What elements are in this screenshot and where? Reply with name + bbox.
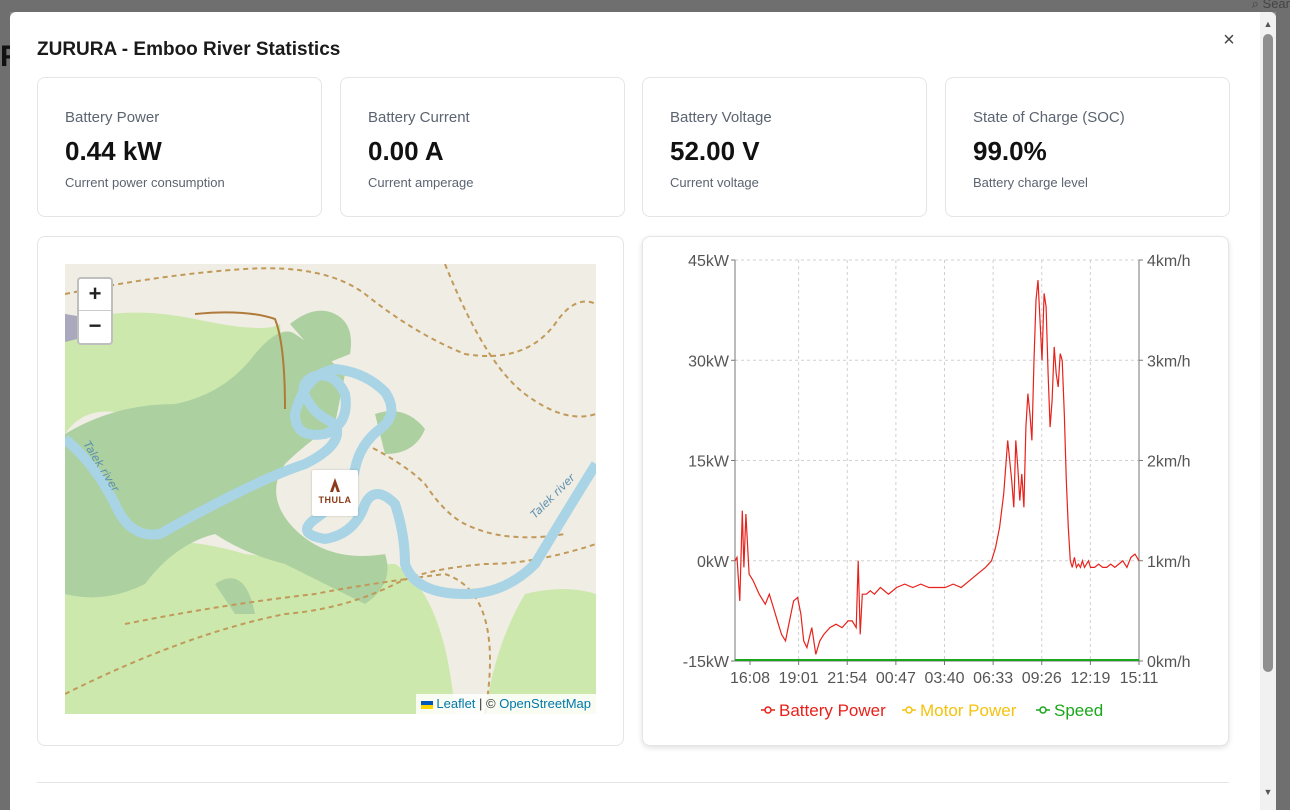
legend-marker-dot: [764, 706, 772, 714]
zoom-out-button[interactable]: −: [88, 313, 102, 338]
leaflet-link[interactable]: Leaflet: [436, 696, 476, 711]
page-backdrop-left: [0, 12, 10, 810]
legend-label: Speed: [1054, 701, 1103, 720]
stat-description: Current power consumption: [65, 175, 225, 190]
y-axis-left-tick-label: -15kW: [683, 654, 730, 671]
y-axis-left-tick-label: 15kW: [688, 454, 730, 471]
marker-logo-icon: [330, 478, 340, 492]
map-track: [65, 267, 596, 357]
stat-card-battery-current: Battery Current 0.00 A Current amperage: [340, 77, 625, 217]
y-axis-left-tick-label: 30kW: [688, 353, 730, 370]
openstreetmap-link[interactable]: OpenStreetMap: [499, 696, 591, 711]
stat-value: 0.00 A: [368, 136, 444, 166]
map-view[interactable]: Talek river Talek river THULA + − Leafle…: [65, 264, 596, 714]
y-axis-left-tick-label: 0kW: [697, 554, 730, 571]
zoom-control: + −: [77, 277, 113, 345]
map-track: [364, 443, 566, 539]
close-icon[interactable]: ×: [1223, 29, 1235, 51]
map-river: [65, 364, 596, 599]
map-attribution: Leaflet | © OpenStreetMap: [416, 694, 596, 714]
y-axis-right-tick-label: 2km/h: [1147, 454, 1191, 471]
stat-label: State of Charge (SOC): [973, 109, 1125, 126]
map-forest: [290, 310, 351, 364]
y-axis-right-tick-label: 1km/h: [1147, 554, 1191, 571]
y-axis-left-tick-label: 45kW: [688, 253, 730, 270]
legend-label: Battery Power: [779, 701, 886, 720]
search-icon: ⌕: [1251, 0, 1259, 11]
stat-card-battery-voltage: Battery Voltage 52.00 V Current voltage: [642, 77, 927, 217]
x-axis-tick-label: 21:54: [827, 670, 867, 687]
map-road: [194, 311, 286, 410]
x-axis-tick-label: 03:40: [924, 670, 964, 687]
y-axis-right-tick-label: 0km/h: [1147, 654, 1191, 671]
stat-description: Current voltage: [670, 175, 759, 190]
power-chart: 45kW 4km/h 30kW 3km/h 15kW 2km/h 0kW 1km/h -15kW…: [683, 253, 1191, 720]
legend-marker-dot: [1039, 706, 1047, 714]
legend-marker-dot: [905, 706, 913, 714]
scrollbar[interactable]: ▲ ▼: [1260, 12, 1276, 810]
page-backdrop: [0, 0, 1290, 12]
scroll-down-arrow-icon[interactable]: ▼: [1263, 787, 1273, 797]
map-track: [444, 264, 596, 418]
section-divider: [37, 782, 1229, 783]
stat-label: Battery Current: [368, 109, 470, 126]
zoom-in-button[interactable]: +: [79, 279, 111, 311]
stat-label: Battery Power: [65, 109, 160, 126]
map-building: [65, 314, 77, 342]
scrollbar-thumb[interactable]: [1263, 34, 1273, 672]
scroll-up-arrow-icon[interactable]: ▲: [1263, 19, 1273, 29]
map-track: [65, 543, 596, 695]
stat-card-state-of-charge: State of Charge (SOC) 99.0% Battery char…: [945, 77, 1230, 217]
x-axis-tick-label: 00:47: [876, 670, 916, 687]
stat-label: Battery Voltage: [670, 109, 772, 126]
background-search-text: Sear: [1262, 0, 1290, 11]
modal-title: ZURURA - Emboo River Statistics: [37, 39, 341, 60]
map-forest: [215, 578, 255, 614]
x-axis-tick-label: 15:11: [1120, 670, 1159, 687]
map-track: [124, 572, 491, 714]
marker-name: THULA: [318, 495, 352, 505]
page-backdrop-right: [1276, 12, 1290, 810]
battery-power-series-line: [734, 280, 1140, 655]
stat-description: Battery charge level: [973, 175, 1088, 190]
x-axis-tick-label: 12:19: [1070, 670, 1110, 687]
x-axis-tick-label: 19:01: [779, 670, 819, 687]
background-search-box: ⌕ Sear: [1252, 0, 1290, 12]
x-axis-tick-label: 09:26: [1022, 670, 1062, 687]
stat-value: 99.0%: [973, 136, 1047, 166]
map-grass-area: [485, 589, 596, 714]
map-panel: Talek river Talek river THULA + − Leafle…: [37, 236, 624, 746]
x-axis-tick-label: 16:08: [730, 670, 770, 687]
attribution-separator: | ©: [475, 696, 500, 711]
y-axis-right-tick-label: 4km/h: [1147, 253, 1191, 270]
chart-panel: 45kW 4km/h 30kW 3km/h 15kW 2km/h 0kW 1km/h -15kW…: [642, 236, 1229, 746]
location-marker[interactable]: THULA: [312, 470, 358, 516]
ukraine-flag-icon: [421, 700, 434, 709]
x-axis-tick-label: 06:33: [973, 670, 1013, 687]
stat-value: 0.44 kW: [65, 136, 162, 166]
stat-description: Current amperage: [368, 175, 474, 190]
stat-card-battery-power: Battery Power 0.44 kW Current power cons…: [37, 77, 322, 217]
statistics-modal: ZURURA - Emboo River Statistics × Batter…: [10, 12, 1276, 810]
stat-value: 52.00 V: [670, 136, 760, 166]
legend-label: Motor Power: [920, 701, 1017, 720]
y-axis-right-tick-label: 3km/h: [1147, 353, 1191, 370]
